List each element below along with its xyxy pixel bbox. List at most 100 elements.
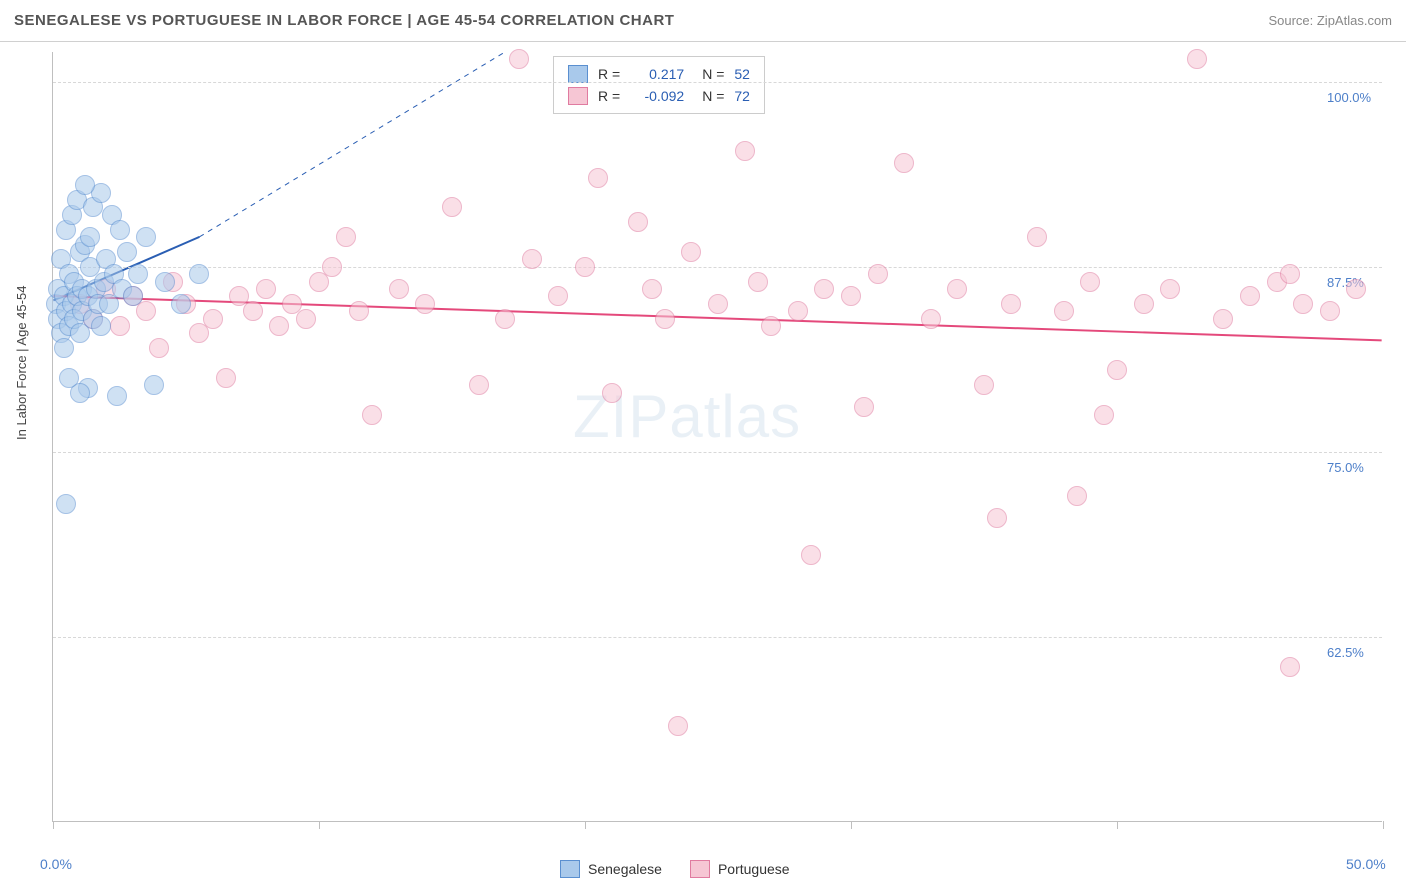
data-point	[136, 227, 156, 247]
data-point	[801, 545, 821, 565]
data-point	[1240, 286, 1260, 306]
data-point	[243, 301, 263, 321]
data-point	[522, 249, 542, 269]
data-point	[349, 301, 369, 321]
data-point	[588, 168, 608, 188]
data-point	[117, 242, 137, 262]
x-tick	[1383, 821, 1384, 829]
r-value: -0.092	[630, 85, 684, 107]
data-point	[681, 242, 701, 262]
data-point	[91, 316, 111, 336]
x-tick	[1117, 821, 1118, 829]
stats-legend-row: R = -0.092 N = 72	[568, 85, 750, 107]
data-point	[921, 309, 941, 329]
data-point	[1187, 49, 1207, 69]
data-point	[602, 383, 622, 403]
data-point	[1001, 294, 1021, 314]
data-point	[189, 264, 209, 284]
source-label: Source: ZipAtlas.com	[1268, 13, 1392, 28]
data-point	[389, 279, 409, 299]
data-point	[1320, 301, 1340, 321]
gridline-h	[53, 452, 1382, 453]
data-point	[110, 316, 130, 336]
data-point	[216, 368, 236, 388]
bottom-legend-item: Senegalese	[560, 860, 662, 878]
trend-lines-svg	[53, 52, 1382, 821]
n-label: N =	[702, 85, 724, 107]
data-point	[1094, 405, 1114, 425]
data-point	[1054, 301, 1074, 321]
data-point	[655, 309, 675, 329]
bottom-legend-item: Portuguese	[690, 860, 790, 878]
data-point	[59, 368, 79, 388]
data-point	[128, 264, 148, 284]
n-value: 72	[734, 85, 750, 107]
gridline-h	[53, 267, 1382, 268]
data-point	[1027, 227, 1047, 247]
data-point	[80, 227, 100, 247]
data-point	[841, 286, 861, 306]
data-point	[1067, 486, 1087, 506]
data-point	[1080, 272, 1100, 292]
data-point	[761, 316, 781, 336]
data-point	[987, 508, 1007, 528]
legend-label: Senegalese	[588, 861, 662, 877]
data-point	[668, 716, 688, 736]
data-point	[256, 279, 276, 299]
gridline-h	[53, 637, 1382, 638]
data-point	[575, 257, 595, 277]
data-point	[1346, 279, 1366, 299]
y-axis-label: In Labor Force | Age 45-54	[14, 286, 29, 440]
chart-title: SENEGALESE VS PORTUGUESE IN LABOR FORCE …	[14, 12, 674, 29]
data-point	[56, 494, 76, 514]
data-point	[1134, 294, 1154, 314]
data-point	[495, 309, 515, 329]
x-tick	[851, 821, 852, 829]
data-point	[75, 175, 95, 195]
data-point	[269, 316, 289, 336]
data-point	[708, 294, 728, 314]
data-point	[814, 279, 834, 299]
data-point	[322, 257, 342, 277]
data-point	[642, 279, 662, 299]
bottom-legend: Senegalese Portuguese	[560, 860, 790, 878]
data-point	[868, 264, 888, 284]
y-tick-label: 62.5%	[1327, 645, 1364, 660]
data-point	[442, 197, 462, 217]
data-point	[107, 386, 127, 406]
data-point	[469, 375, 489, 395]
data-point	[509, 49, 529, 69]
data-point	[203, 309, 223, 329]
data-point	[1213, 309, 1233, 329]
data-point	[854, 397, 874, 417]
data-point	[110, 220, 130, 240]
data-point	[54, 338, 74, 358]
data-point	[136, 301, 156, 321]
data-point	[788, 301, 808, 321]
chart-header: SENEGALESE VS PORTUGUESE IN LABOR FORCE …	[0, 0, 1406, 42]
data-point	[1107, 360, 1127, 380]
r-label: R =	[598, 85, 620, 107]
data-point	[415, 294, 435, 314]
data-point	[1280, 264, 1300, 284]
data-point	[748, 272, 768, 292]
data-point	[628, 212, 648, 232]
gridline-h	[53, 82, 1382, 83]
x-tick	[53, 821, 54, 829]
data-point	[362, 405, 382, 425]
legend-swatch	[568, 87, 588, 105]
data-point	[947, 279, 967, 299]
data-point	[1293, 294, 1313, 314]
data-point	[735, 141, 755, 161]
data-point	[1160, 279, 1180, 299]
data-point	[123, 286, 143, 306]
data-point	[894, 153, 914, 173]
legend-label: Portuguese	[718, 861, 790, 877]
data-point	[171, 294, 191, 314]
stats-legend-box: R =0.217N =52R =-0.092N =72	[553, 56, 765, 114]
data-point	[548, 286, 568, 306]
data-point	[149, 338, 169, 358]
data-point	[296, 309, 316, 329]
data-point	[974, 375, 994, 395]
plot-area: ZIPatlas R =0.217N =52R =-0.092N =72 62.…	[52, 52, 1382, 822]
